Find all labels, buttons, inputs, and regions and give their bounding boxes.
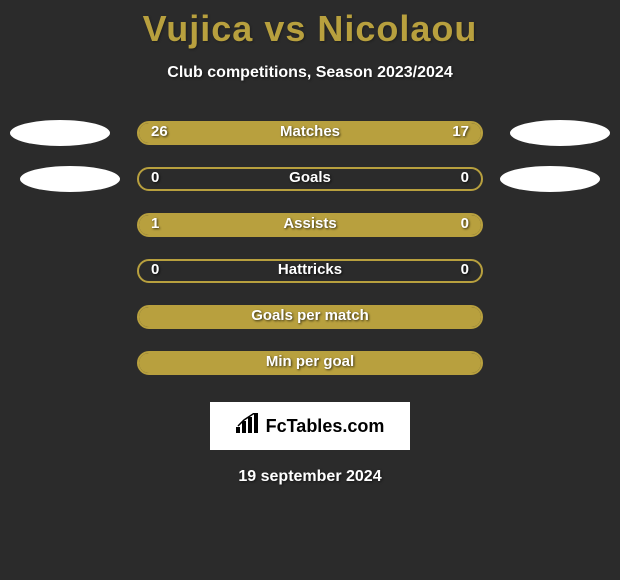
stat-value-left: 0 xyxy=(151,261,159,278)
stat-row: 0 0 Hattricks xyxy=(0,258,620,284)
stat-label: Goals xyxy=(289,169,331,186)
stat-bar-container: 1 0 Assists xyxy=(137,213,483,237)
stat-row: 26 17 Matches xyxy=(0,120,620,146)
stat-label: Goals per match xyxy=(251,307,369,324)
stat-row: 0 0 Goals xyxy=(0,166,620,192)
stat-bar-container: 26 17 Matches xyxy=(137,121,483,145)
stat-label: Assists xyxy=(283,215,336,232)
date-text: 19 september 2024 xyxy=(238,468,381,486)
stat-value-left: 0 xyxy=(151,169,159,186)
subtitle: Club competitions, Season 2023/2024 xyxy=(167,64,452,82)
stat-bar-container: Min per goal xyxy=(137,351,483,375)
chart-icon xyxy=(236,413,260,439)
stat-value-left: 1 xyxy=(151,215,159,232)
stat-label: Matches xyxy=(280,123,340,140)
stat-value-left: 26 xyxy=(151,123,168,140)
stat-bar-container: 0 0 Hattricks xyxy=(137,259,483,283)
stat-row: Min per goal xyxy=(0,350,620,376)
stats-rows: 26 17 Matches 0 0 Goals 1 0 Assists 0 0 Hattricks Go… xyxy=(0,120,620,376)
stat-row: 1 0 Assists xyxy=(0,212,620,238)
stat-row: Goals per match xyxy=(0,304,620,330)
stat-bar-container: Goals per match xyxy=(137,305,483,329)
stat-label: Hattricks xyxy=(278,261,342,278)
stat-label: Min per goal xyxy=(266,353,354,370)
logo-text: FcTables.com xyxy=(266,416,385,437)
stat-value-right: 0 xyxy=(461,215,469,232)
stat-bar-container: 0 0 Goals xyxy=(137,167,483,191)
stat-value-right: 0 xyxy=(461,261,469,278)
comparison-area: 26 17 Matches 0 0 Goals 1 0 Assists 0 0 Hattricks Go… xyxy=(0,120,620,396)
main-container: Vujica vs Nicolaou Club competitions, Se… xyxy=(0,0,620,486)
page-title: Vujica vs Nicolaou xyxy=(143,8,478,50)
stat-bar-left xyxy=(139,215,399,235)
stat-value-right: 17 xyxy=(452,123,469,140)
logo-box[interactable]: FcTables.com xyxy=(210,402,410,450)
stat-value-right: 0 xyxy=(461,169,469,186)
